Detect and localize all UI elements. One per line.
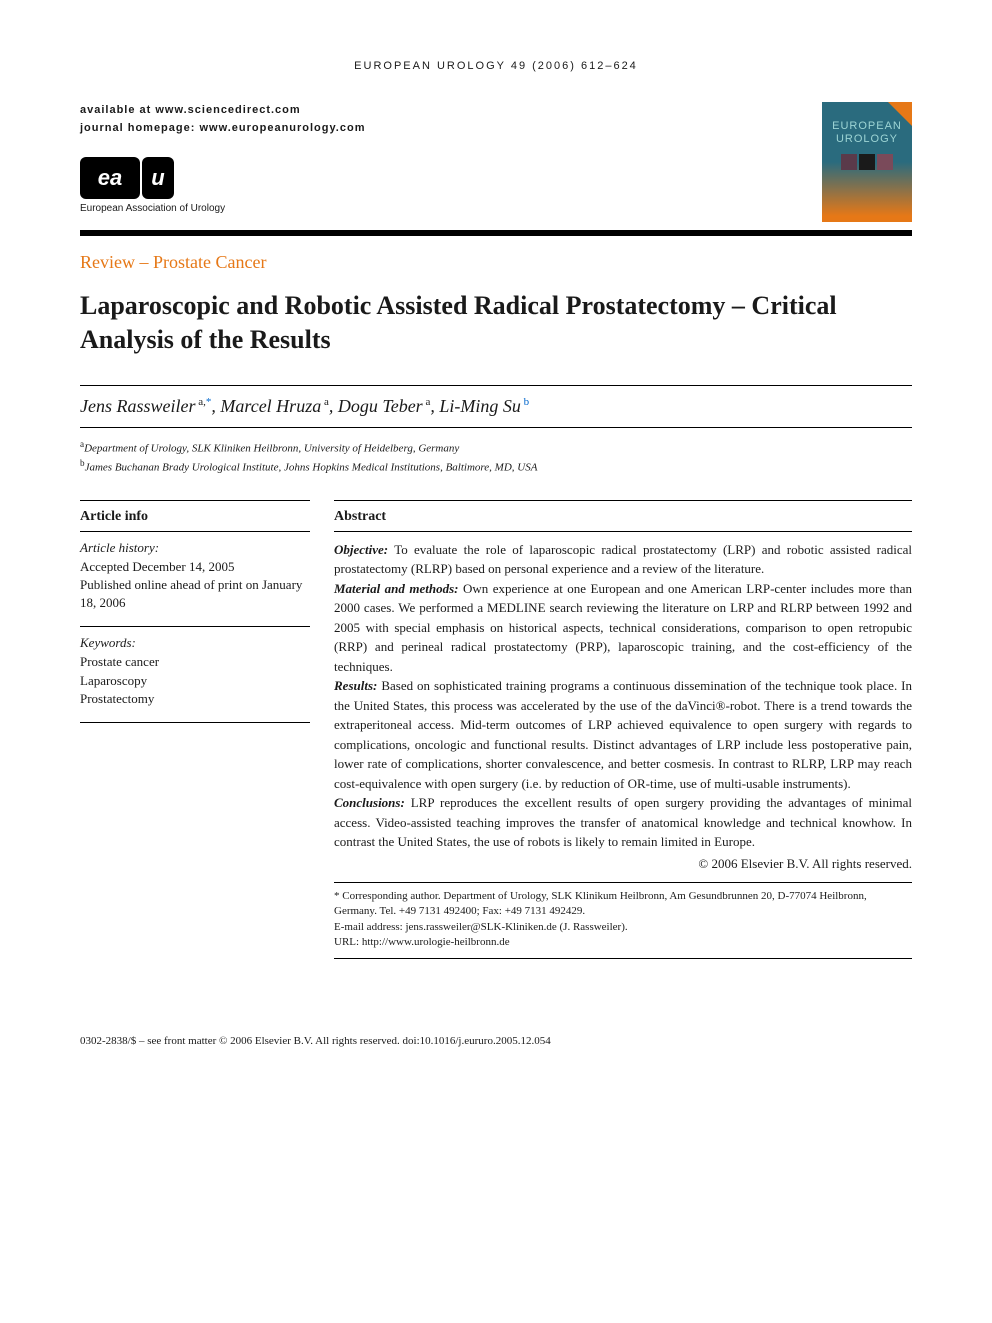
thick-divider (80, 230, 912, 236)
header-block: available at www.sciencedirect.com journ… (80, 102, 912, 222)
author: Li-Ming Su b (439, 396, 529, 416)
abstract-body: Objective: To evaluate the role of lapar… (334, 540, 912, 852)
author-affil-marker: a (423, 396, 431, 408)
abstract-section-text: Based on sophisticated training programs… (334, 678, 912, 791)
cover-images (841, 154, 893, 170)
author-affil-marker: a (321, 396, 329, 408)
history-text: Accepted December 14, 2005Published onli… (80, 558, 310, 613)
abstract-heading: Abstract (334, 509, 912, 525)
divider (80, 385, 912, 386)
author-list: Jens Rassweiler a,*, Marcel Hruza a, Dog… (80, 396, 912, 417)
eau-logo-section: ea u European Association of Urology (80, 157, 822, 214)
url-label: URL: (334, 936, 362, 948)
journal-header: EUROPEAN UROLOGY 49 (2006) 612–624 (80, 60, 912, 72)
abstract-section-label: Results: (334, 678, 377, 693)
divider (80, 531, 310, 532)
eau-logo: ea u (80, 157, 174, 199)
corresponding-text: Corresponding author. Department of Urol… (334, 890, 867, 917)
article-info-heading: Article info (80, 509, 310, 525)
abstract-column: Abstract Objective: To evaluate the role… (334, 500, 912, 968)
author: Dogu Teber a (338, 396, 430, 416)
abstract-section-label: Material and methods: (334, 581, 459, 596)
abstract-section-text: To evaluate the role of laparoscopic rad… (334, 542, 912, 577)
journal-cover-thumbnail: EUROPEAN UROLOGY (822, 102, 912, 222)
journal-homepage: journal homepage: www.europeanurology.co… (80, 120, 822, 138)
affiliation: bJames Buchanan Brady Urological Institu… (80, 457, 912, 476)
article-info-column: Article info Article history: Accepted D… (80, 500, 310, 968)
logo-ea-icon: ea (80, 157, 140, 199)
abstract-section-text: LRP reproduces the excellent results of … (334, 795, 912, 849)
keywords-list: Prostate cancerLaparoscopyProstatectomy (80, 653, 310, 708)
availability-block: available at www.sciencedirect.com journ… (80, 102, 822, 137)
affiliations: aDepartment of Urology, SLK Kliniken Hei… (80, 438, 912, 476)
divider (334, 958, 912, 959)
divider (80, 722, 310, 723)
divider (80, 500, 310, 501)
email-label: E-mail address: (334, 921, 405, 933)
divider (334, 531, 912, 532)
keywords-label: Keywords: (80, 635, 310, 651)
affiliation: aDepartment of Urology, SLK Kliniken Hei… (80, 438, 912, 457)
abstract-section-label: Conclusions: (334, 795, 405, 810)
footer: 0302-2838/$ – see front matter © 2006 El… (80, 1027, 912, 1047)
corresponding-author: * Corresponding author. Department of Ur… (334, 882, 912, 951)
history-label: Article history: (80, 540, 310, 556)
author: Jens Rassweiler a,* (80, 396, 211, 416)
article-title: Laparoscopic and Robotic Assisted Radica… (80, 289, 912, 357)
abstract-section-label: Objective: (334, 542, 388, 557)
logo-u-icon: u (142, 157, 174, 199)
cover-thumb-icon (841, 154, 857, 170)
cover-thumb-icon (859, 154, 875, 170)
cover-corner-icon (888, 102, 912, 126)
cover-thumb-icon (877, 154, 893, 170)
section-label: Review – Prostate Cancer (80, 252, 912, 273)
available-at: available at www.sciencedirect.com (80, 102, 822, 120)
copyright: © 2006 Elsevier B.V. All rights reserved… (334, 856, 912, 872)
author-affil-marker: b (521, 396, 529, 408)
logo-subtitle: European Association of Urology (80, 203, 225, 214)
email-address[interactable]: jens.rassweiler@SLK-Kliniken.de (405, 921, 556, 933)
divider (80, 427, 912, 428)
divider (80, 626, 310, 627)
divider (334, 500, 912, 501)
author-affil-marker: a,* (195, 396, 211, 408)
url[interactable]: http://www.urologie-heilbronn.de (362, 936, 510, 948)
author: Marcel Hruza a (220, 396, 328, 416)
